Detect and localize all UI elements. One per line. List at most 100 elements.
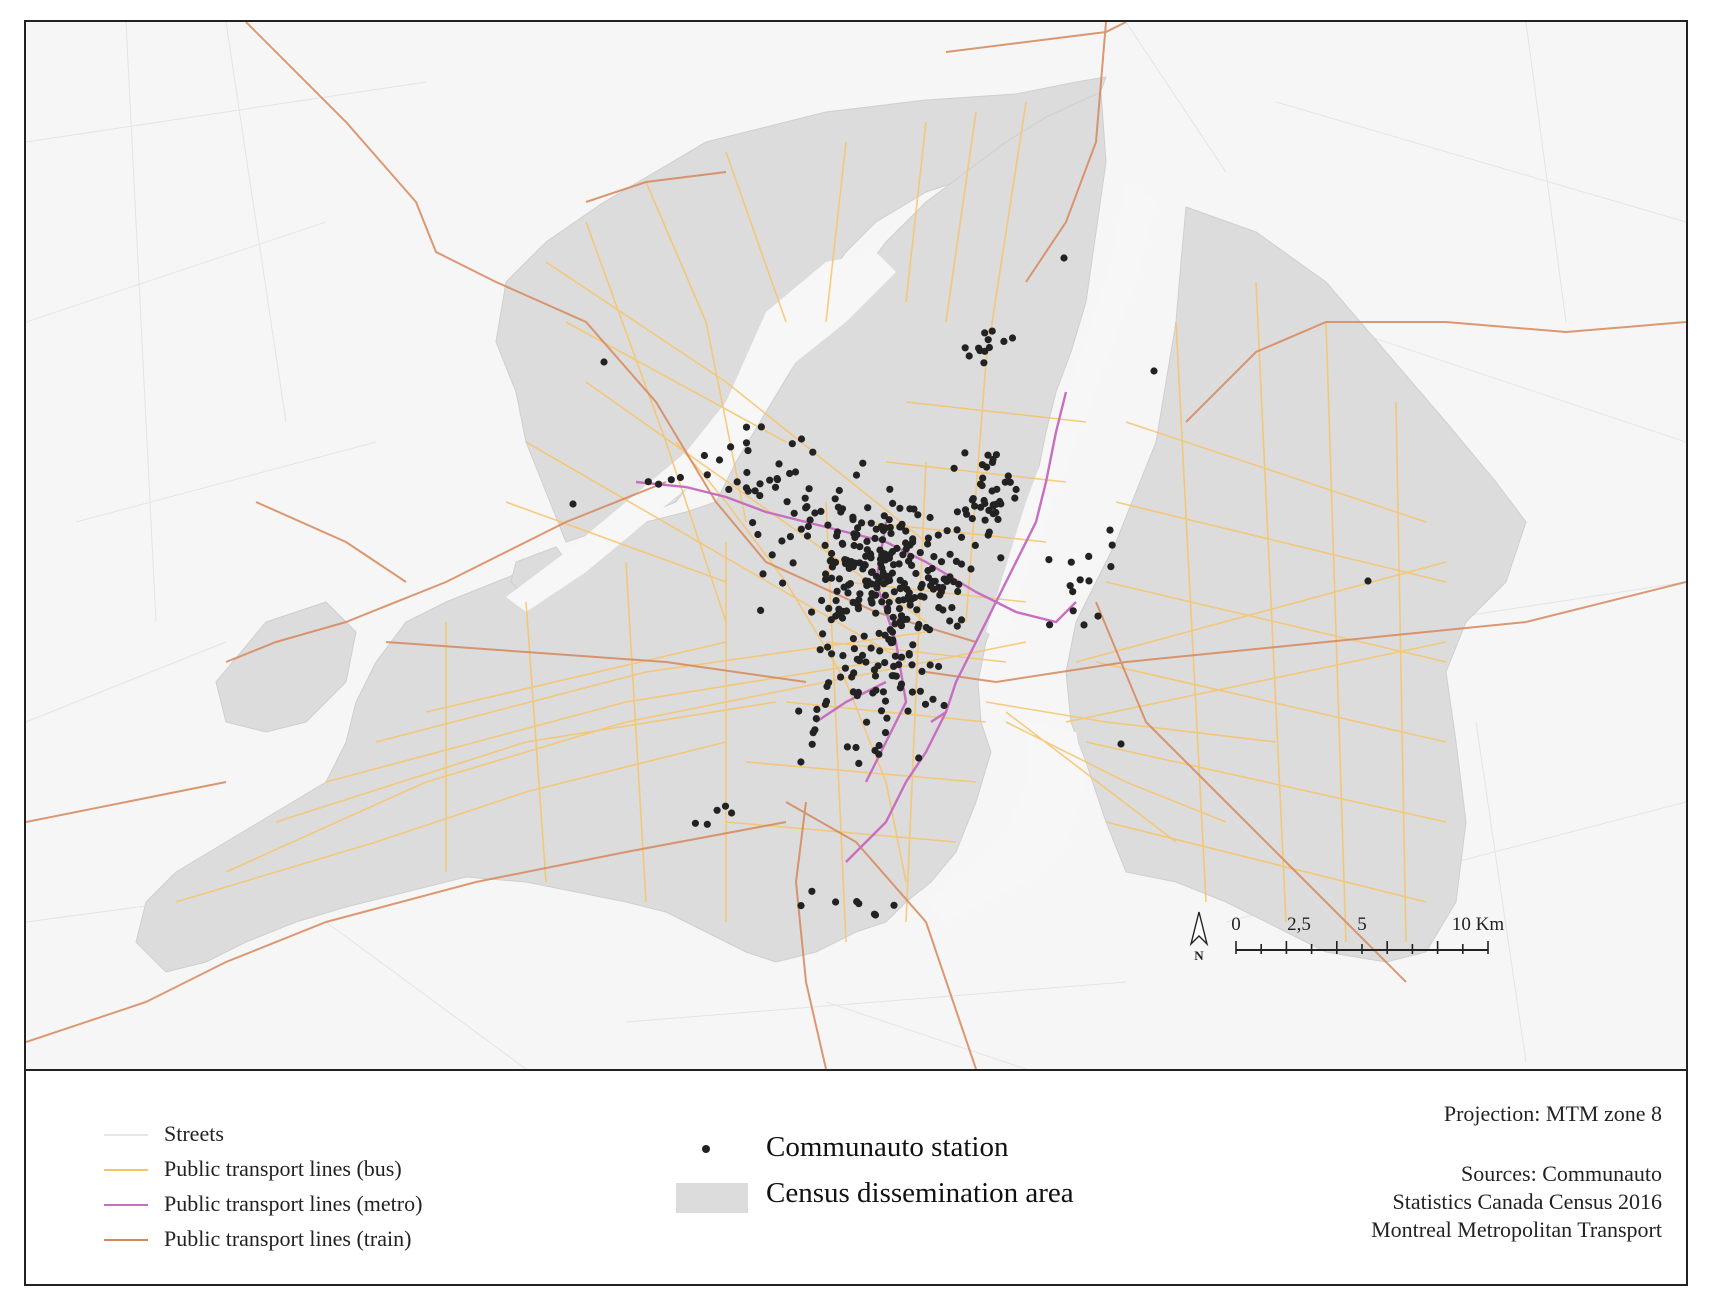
communauto-station-dot[interactable] [1106,526,1114,534]
communauto-station-dot[interactable] [863,537,871,546]
communauto-station-dot[interactable] [994,515,1002,523]
communauto-station-dot[interactable] [871,672,880,680]
communauto-station-dot[interactable] [915,754,923,762]
communauto-station-dot[interactable] [839,652,847,660]
communauto-station-dot[interactable] [733,478,741,486]
communauto-station-dot[interactable] [952,557,961,566]
communauto-station-dot[interactable] [850,561,858,569]
communauto-station-dot[interactable] [849,513,857,521]
communauto-station-dot[interactable] [808,740,816,748]
communauto-station-dot[interactable] [819,630,827,638]
communauto-station-dot[interactable] [825,604,833,613]
communauto-station-dot[interactable] [818,596,826,605]
communauto-station-dot[interactable] [908,688,917,696]
communauto-station-dot[interactable] [887,529,895,537]
communauto-station-dot[interactable] [862,658,870,666]
communauto-station-dot[interactable] [768,551,776,559]
communauto-station-dot[interactable] [757,606,765,615]
communauto-station-dot[interactable] [953,526,961,534]
communauto-station-dot[interactable] [805,485,813,493]
communauto-station-dot[interactable] [789,559,797,567]
communauto-station-dot[interactable] [808,608,816,616]
communauto-station-dot[interactable] [832,898,840,906]
communauto-station-dot[interactable] [906,601,914,609]
communauto-station-dot[interactable] [835,486,843,495]
communauto-station-dot[interactable] [821,700,830,709]
communauto-station-dot[interactable] [824,643,832,651]
communauto-station-dot[interactable] [871,534,879,543]
communauto-station-dot[interactable] [946,617,954,625]
communauto-station-dot[interactable] [937,558,946,566]
communauto-station-dot[interactable] [644,478,652,486]
communauto-station-dot[interactable] [875,741,883,750]
communauto-station-dot[interactable] [1094,612,1102,620]
communauto-station-dot[interactable] [809,448,817,456]
communauto-station-dot[interactable] [786,469,794,478]
communauto-station-dot[interactable] [950,464,958,472]
communauto-station-dot[interactable] [878,598,886,606]
communauto-station-dot[interactable] [850,669,858,677]
communauto-station-dot[interactable] [885,516,893,524]
communauto-station-dot[interactable] [948,604,956,612]
communauto-station-dot[interactable] [908,661,916,669]
communauto-station-dot[interactable] [828,549,836,558]
communauto-station-dot[interactable] [888,638,897,647]
communauto-station-dot[interactable] [766,476,774,484]
communauto-station-dot[interactable] [1085,552,1093,561]
communauto-station-dot[interactable] [936,591,944,599]
communauto-station-dot[interactable] [676,473,685,482]
communauto-station-dot[interactable] [1000,337,1008,345]
communauto-station-dot[interactable] [843,743,852,751]
communauto-station-dot[interactable] [1004,472,1012,480]
communauto-station-dot[interactable] [916,549,924,557]
communauto-station-dot[interactable] [850,541,858,550]
communauto-station-dot[interactable] [872,609,880,617]
communauto-station-dot[interactable] [811,509,819,517]
communauto-station-dot[interactable] [783,498,791,506]
communauto-station-dot[interactable] [889,613,897,621]
communauto-station-dot[interactable] [965,352,973,360]
communauto-station-dot[interactable] [930,553,938,561]
communauto-station-dot[interactable] [817,507,825,515]
communauto-station-dot[interactable] [890,662,898,671]
communauto-station-dot[interactable] [985,343,994,352]
communauto-station-dot[interactable] [871,911,880,919]
communauto-station-dot[interactable] [757,423,766,431]
communauto-station-dot[interactable] [756,480,764,488]
communauto-station-dot[interactable] [779,579,787,587]
communauto-station-dot[interactable] [828,563,837,571]
communauto-station-dot[interactable] [728,809,736,817]
communauto-station-dot[interactable] [895,560,903,568]
communauto-station-dot[interactable] [984,451,992,459]
communauto-station-dot[interactable] [808,887,816,895]
communauto-station-dot[interactable] [838,505,847,513]
communauto-station-dot[interactable] [981,329,989,337]
communauto-station-dot[interactable] [924,534,933,542]
communauto-station-dot[interactable] [907,552,915,561]
communauto-station-dot[interactable] [797,525,805,533]
communauto-station-dot[interactable] [902,527,910,535]
communauto-station-dot[interactable] [870,666,879,674]
communauto-station-dot[interactable] [867,568,876,577]
communauto-station-dot[interactable] [600,358,608,366]
communauto-station-dot[interactable] [992,451,1001,459]
communauto-station-dot[interactable] [934,531,942,539]
communauto-station-dot[interactable] [854,602,862,610]
communauto-station-dot[interactable] [795,707,803,715]
communauto-station-dot[interactable] [943,577,951,586]
communauto-station-dot[interactable] [885,598,893,606]
communauto-station-dot[interactable] [989,510,997,518]
communauto-station-dot[interactable] [856,590,864,598]
communauto-station-dot[interactable] [980,496,988,505]
communauto-station-dot[interactable] [838,539,846,548]
communauto-station-dot[interactable] [856,543,864,551]
communauto-station-dot[interactable] [980,359,988,367]
communauto-station-dot[interactable] [890,901,898,909]
communauto-station-dot[interactable] [890,561,898,569]
communauto-station-dot[interactable] [791,468,800,476]
communauto-station-dot[interactable] [742,423,751,431]
communauto-station-dot[interactable] [881,729,890,737]
communauto-station-dot[interactable] [1085,577,1093,585]
communauto-station-dot[interactable] [909,641,917,649]
communauto-station-dot[interactable] [903,542,912,550]
